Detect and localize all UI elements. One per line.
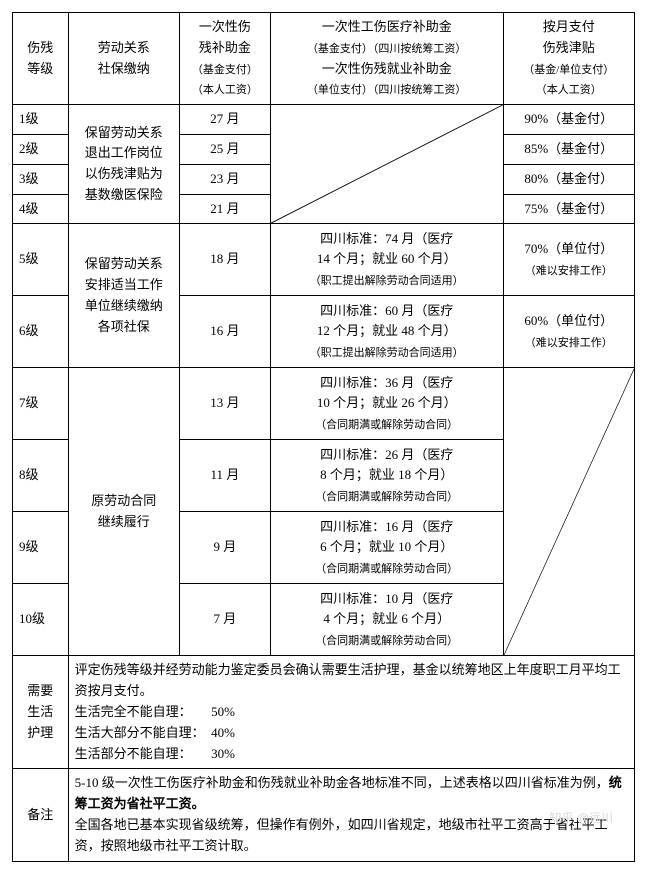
cell-detail: 四川标准：10 月（医疗4 个月；就业 6 个月） （合同期满或解除劳动合同） — [270, 584, 503, 656]
cell-detail: 四川标准：16 月（医疗6 个月；就业 10 个月） （合同期满或解除劳动合同） — [270, 512, 503, 584]
cell-level: 2级 — [13, 134, 69, 164]
cell-allow: 60%（单位付） （难以安排工作） — [503, 296, 635, 368]
cell-diag-g3 — [503, 368, 635, 656]
cell-level: 3级 — [13, 164, 69, 194]
cell-months: 25 月 — [179, 134, 270, 164]
cell-level: 10级 — [13, 584, 69, 656]
th-line2-sub: （单位支付）（四川按统筹工资） — [307, 84, 467, 96]
th-monthly-main: 按月支付伤残津贴 — [543, 19, 595, 55]
cell-months: 11 月 — [179, 440, 270, 512]
cell-months: 16 月 — [179, 296, 270, 368]
cell-months: 21 月 — [179, 194, 270, 224]
cell-months: 9 月 — [179, 512, 270, 584]
cell-level: 5级 — [13, 224, 69, 296]
th-lumpsum-main: 一次性伤残补助金 — [199, 19, 251, 55]
cell-relation-g2: 保留劳动关系安排适当工作单位继续缴纳各项社保 — [68, 224, 179, 368]
care-label: 需要生活护理 — [13, 656, 69, 769]
cell-relation-g1: 保留劳动关系退出工作岗位以伤残津贴为基数缴医保险 — [68, 105, 179, 224]
th-lumpsum: 一次性伤残补助金 （基金支付）（本人工资） — [179, 13, 270, 105]
care-content: 评定伤残等级并经劳动能力鉴定委员会确认需要生活护理，基金以统筹地区上年度职工月平… — [68, 656, 634, 769]
cell-allow: 90%（基金付） — [503, 105, 635, 135]
cell-detail: 四川标准：36 月（医疗10 个月；就业 26 个月） （合同期满或解除劳动合同… — [270, 368, 503, 440]
cell-months: 13 月 — [179, 368, 270, 440]
th-lumpsum-sub: （基金支付）（本人工资） — [192, 64, 258, 97]
cell-level: 7级 — [13, 368, 69, 440]
cell-detail: 四川标准：26 月（医疗8 个月；就业 18 个月） （合同期满或解除劳动合同） — [270, 440, 503, 512]
th-level: 伤残等级 — [13, 13, 69, 105]
th-medical-employment: 一次性工伤医疗补助金 （基金支付）（四川按统筹工资） 一次性伤残就业补助金 （单… — [270, 13, 503, 105]
th-monthly-sub: （基金/单位支付）（本人工资） — [523, 64, 614, 97]
disability-benefits-table: 伤残等级 劳动关系社保缴纳 一次性伤残补助金 （基金支付）（本人工资） 一次性工… — [12, 12, 635, 862]
cell-level: 1级 — [13, 105, 69, 135]
cell-level: 6级 — [13, 296, 69, 368]
cell-months: 18 月 — [179, 224, 270, 296]
cell-allow: 85%（基金付） — [503, 134, 635, 164]
watermark: 知乎 @远川 — [549, 809, 613, 826]
th-monthly: 按月支付伤残津贴 （基金/单位支付）（本人工资） — [503, 13, 635, 105]
cell-allow: 70%（单位付） （难以安排工作） — [503, 224, 635, 296]
th-relation: 劳动关系社保缴纳 — [68, 13, 179, 105]
cell-relation-g3: 原劳动合同继续履行 — [68, 368, 179, 656]
cell-diag-g1 — [270, 105, 503, 224]
cell-level: 9级 — [13, 512, 69, 584]
th-line1: 一次性工伤医疗补助金 — [322, 19, 452, 34]
cell-months: 23 月 — [179, 164, 270, 194]
cell-months: 7 月 — [179, 584, 270, 656]
note-label: 备注 — [13, 769, 69, 861]
th-line2: 一次性伤残就业补助金 — [322, 61, 452, 76]
cell-allow: 80%（基金付） — [503, 164, 635, 194]
cell-allow: 75%（基金付） — [503, 194, 635, 224]
cell-months: 27 月 — [179, 105, 270, 135]
cell-detail: 四川标准：74 月（医疗14 个月；就业 60 个月） （职工提出解除劳动合同适… — [270, 224, 503, 296]
th-line1-sub: （基金支付）（四川按统筹工资） — [307, 43, 467, 55]
cell-level: 8级 — [13, 440, 69, 512]
cell-level: 4级 — [13, 194, 69, 224]
cell-detail: 四川标准：60 月（医疗12 个月；就业 48 个月） （职工提出解除劳动合同适… — [270, 296, 503, 368]
